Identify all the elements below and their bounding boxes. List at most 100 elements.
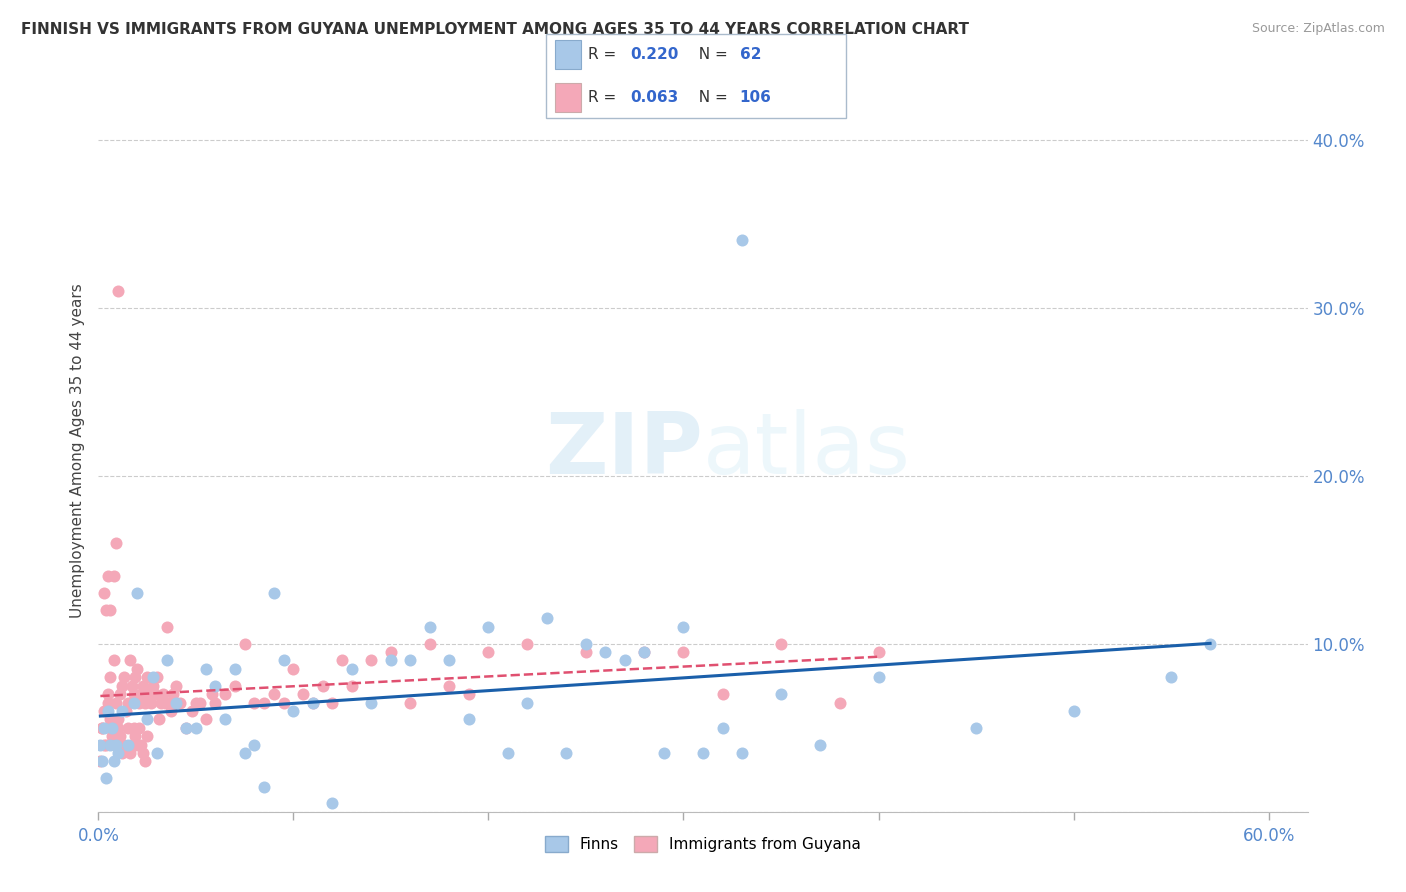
Point [233,746,256,760]
Point [204,696,226,710]
Point [536,611,558,625]
Point [575,637,598,651]
Point [312,679,335,693]
Point [136,670,159,684]
Point [91,721,114,735]
Point [711,687,734,701]
Text: 0.220: 0.220 [630,47,678,62]
Point [224,679,246,693]
Point [165,696,187,710]
Point [128,696,150,710]
Point [101,721,124,735]
Point [380,653,402,667]
Point [121,679,143,693]
Point [156,620,179,634]
Point [1063,704,1085,718]
Point [108,687,131,701]
Point [136,712,159,726]
Point [118,746,141,760]
Point [131,687,153,701]
Point [103,653,125,667]
Point [360,653,382,667]
Text: 62: 62 [740,47,761,62]
Point [399,653,422,667]
Point [93,704,115,718]
Point [253,696,276,710]
Point [321,797,343,811]
Point [97,704,120,718]
Point [122,721,145,735]
Text: Source: ZipAtlas.com: Source: ZipAtlas.com [1251,22,1385,36]
Point [127,586,149,600]
Point [107,721,129,735]
Text: R =: R = [588,47,621,62]
Point [188,696,211,710]
Point [614,653,637,667]
Point [103,721,125,735]
Point [138,687,160,701]
Point [152,687,174,701]
Point [134,696,156,710]
Point [633,645,655,659]
Point [419,620,441,634]
Point [439,679,461,693]
Point [124,729,146,743]
Point [98,738,121,752]
Point [253,780,276,794]
Point [127,738,149,752]
Point [1160,670,1182,684]
Point [243,696,266,710]
Point [194,712,217,726]
Point [165,679,187,693]
Point [1199,637,1222,651]
Point [672,645,695,659]
Point [283,662,305,676]
Point [107,712,129,726]
Point [330,653,353,667]
Point [143,687,166,701]
Point [194,662,217,676]
Point [89,754,111,768]
Point [146,670,169,684]
Point [769,637,792,651]
Point [104,536,127,550]
Text: ZIP: ZIP [546,409,703,492]
Point [868,670,890,684]
Text: N =: N = [689,90,733,104]
Point [769,687,792,701]
Point [159,704,181,718]
Point [575,645,598,659]
Point [184,696,207,710]
Point [101,729,124,743]
Point [146,746,169,760]
Point [148,712,170,726]
Text: 106: 106 [740,90,772,104]
Text: N =: N = [689,47,733,62]
Point [224,662,246,676]
Point [107,284,129,298]
Point [555,746,578,760]
Point [263,687,285,701]
Point [516,696,538,710]
Point [98,603,121,617]
Point [184,721,207,735]
Legend: Finns, Immigrants from Guyana: Finns, Immigrants from Guyana [538,830,868,858]
Point [181,704,204,718]
Point [458,712,481,726]
Point [91,754,114,768]
Point [127,662,149,676]
Point [157,696,180,710]
Point [98,670,121,684]
Point [132,679,155,693]
Text: R =: R = [588,90,621,104]
Point [122,687,145,701]
Point [340,679,363,693]
Point [96,704,118,718]
Point [134,754,156,768]
Text: atlas: atlas [703,409,911,492]
Point [98,712,121,726]
Point [731,746,754,760]
Point [111,679,134,693]
Point [91,721,114,735]
Point [136,729,159,743]
